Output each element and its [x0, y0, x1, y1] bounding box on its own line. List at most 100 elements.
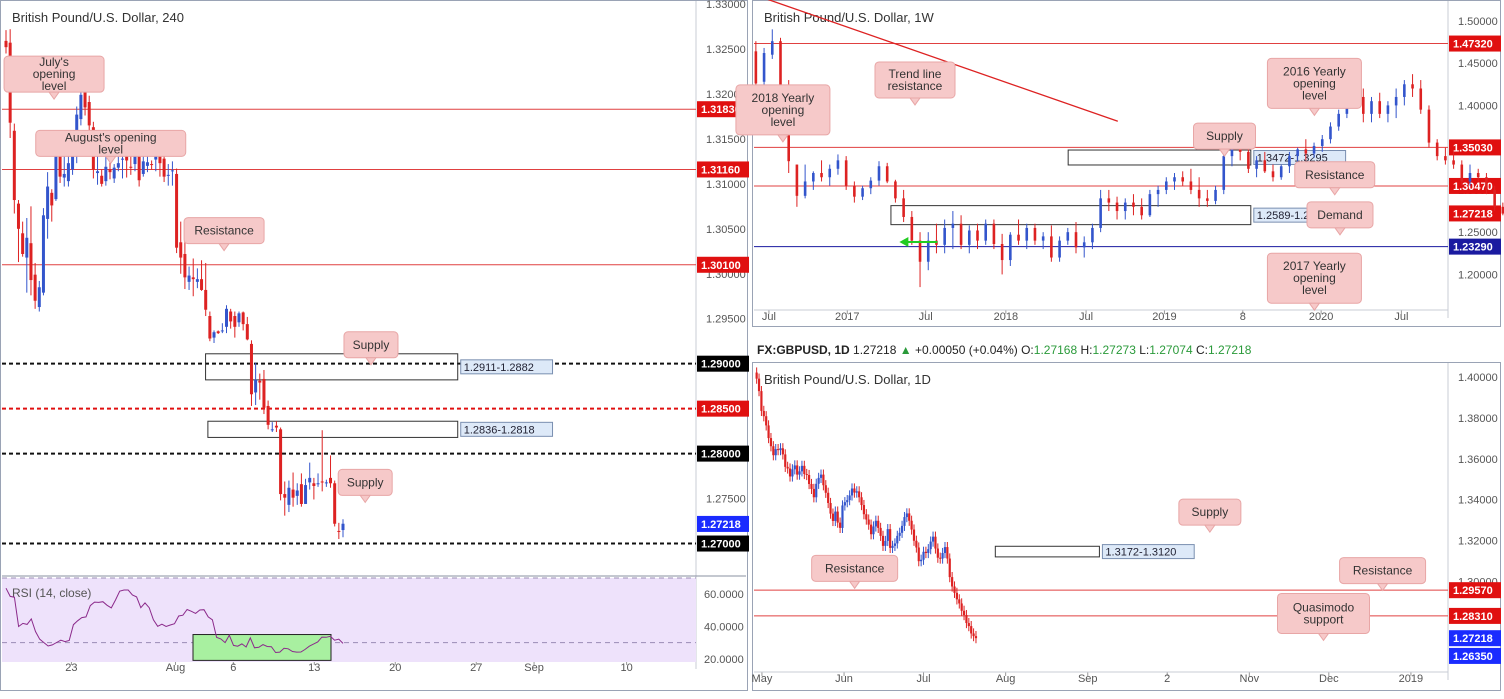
p2-candle-body — [1222, 156, 1226, 190]
p2-candle-body — [1337, 113, 1340, 127]
p1-candle-body — [108, 169, 112, 173]
p3-candle-body — [960, 603, 963, 611]
p1-candle-body — [170, 170, 174, 172]
p2-candle-body — [1115, 202, 1119, 212]
p2-candle-body — [951, 223, 955, 228]
p1-candle-body — [54, 150, 58, 200]
ohlc-symbol: FX:GBPUSD, 1D — [757, 343, 850, 357]
p1-ytick-label: 1.31500 — [706, 134, 746, 146]
p3-candle-body — [934, 536, 937, 549]
p1-candle-body — [133, 150, 137, 165]
p1-candle-body — [75, 114, 79, 141]
p3-callout-line: Resistance — [1353, 564, 1413, 578]
ohlc-open: 1.27168 — [1033, 343, 1078, 357]
p2-candle-body — [861, 188, 864, 197]
p2-zone-box — [890, 205, 1252, 226]
p3-candle-body — [884, 540, 887, 546]
p2-candle-body — [1296, 149, 1299, 157]
p1-xtick-label: 13 — [308, 662, 320, 674]
p1-level-tag — [697, 445, 749, 462]
p2-candle-body — [1140, 206, 1143, 216]
p2-ytick-label: 1.20000 — [1458, 269, 1498, 281]
rsi-ytick-label: 20.0000 — [704, 654, 744, 666]
p1-candle-body — [137, 155, 141, 181]
p2-callout-line: Demand — [1317, 208, 1362, 222]
p1-candle-body — [104, 166, 108, 182]
p1-level-tag — [697, 535, 749, 552]
p2-candle-body — [1025, 227, 1029, 241]
p3-candle-body — [777, 449, 780, 451]
p3-candle-body — [865, 514, 868, 520]
p3-candle-body — [908, 513, 911, 521]
p2-callout-line: level — [1302, 283, 1327, 297]
p1-candle-body — [112, 167, 116, 179]
p1-callout-pointer — [48, 91, 61, 100]
ohlc-low-label: L: — [1139, 343, 1150, 357]
p3-extra-tag — [1449, 647, 1501, 664]
p1-level-tag-label: 1.28500 — [701, 404, 741, 416]
p3-callout-line: Resistance — [825, 561, 885, 575]
p2-callout-line: level — [771, 115, 796, 129]
ohlc-low: 1.27074 — [1149, 343, 1193, 357]
p1-callout-pointer — [365, 357, 377, 366]
p3-candle-body — [951, 577, 954, 587]
p3-candle-body — [803, 465, 806, 475]
p1-candle-body — [125, 155, 129, 161]
p3-candle-body — [843, 502, 846, 506]
p3-callout-line: Quasimodo — [1293, 600, 1355, 614]
ohlc-close-label: C: — [1195, 343, 1208, 357]
p1-candle-body — [58, 155, 62, 177]
p2-candle-body — [1000, 244, 1004, 261]
p1-candle-body — [162, 158, 166, 177]
p2-candle-body — [1329, 126, 1332, 140]
p3-candle-body — [903, 517, 906, 526]
p1-ytick-label: 1.33000 — [706, 0, 746, 11]
p2-candle-body — [779, 41, 782, 87]
p2-candle-body — [869, 180, 873, 189]
p3-xtick-label: Nov — [1240, 673, 1260, 685]
p2-level-tag-label: 1.35030 — [1453, 142, 1493, 154]
p2-candle-body — [1271, 171, 1275, 178]
p1-level-tag-label: 1.29000 — [701, 359, 741, 371]
p2-candle-body — [1050, 236, 1053, 258]
p3-xtick-label: May — [752, 673, 773, 685]
p1-xtick-label: 6 — [230, 662, 236, 674]
p3-candle-body — [850, 488, 854, 496]
p3-candle-body — [931, 536, 935, 542]
p2-candle-body — [1370, 101, 1373, 114]
p1-candle-body — [245, 324, 249, 340]
p2-candle-body — [1279, 166, 1283, 178]
ohlc-high: 1.27273 — [1092, 343, 1136, 357]
p1-xtick-label: 10 — [620, 662, 632, 674]
p3-candle-body — [877, 520, 880, 528]
p3-candle-body — [900, 525, 904, 533]
p2-candle-body — [1403, 84, 1406, 97]
p2-candle-body — [1288, 156, 1291, 167]
p3-zone-box — [994, 545, 1100, 558]
p2-price-tag-label: 1.27218 — [1453, 208, 1493, 220]
p2-candle-body — [1444, 156, 1447, 161]
p2-candle-body — [1033, 227, 1037, 241]
p2-candle-body — [803, 181, 807, 196]
p2-candle-body — [1148, 194, 1152, 216]
p2-xtick-label: 2018 — [994, 311, 1018, 323]
p3-zone-tag-label: 1.3172-1.3120 — [1105, 547, 1176, 559]
p3-candle-body — [967, 623, 970, 627]
p2-candle-body — [1386, 105, 1390, 114]
p3-candle-body — [838, 522, 842, 528]
p3-candle-body — [788, 468, 792, 477]
p2-candle-body — [1041, 236, 1045, 241]
p1-candle-body — [241, 312, 245, 325]
p2-candle-body — [1493, 189, 1496, 207]
p3-candle-body — [798, 471, 801, 475]
p1-level-tag-label: 1.28000 — [701, 449, 741, 461]
p1-candle-body — [12, 130, 16, 201]
p1-candle-body — [4, 40, 8, 48]
p2-xtick-label: 2020 — [1309, 311, 1333, 323]
p1-candle-body — [308, 477, 312, 483]
p2-candle-body — [1452, 160, 1455, 165]
p3-candle-body — [793, 465, 796, 470]
p1-candle-body — [295, 490, 299, 496]
p2-xtick-label: 2017 — [835, 311, 859, 323]
